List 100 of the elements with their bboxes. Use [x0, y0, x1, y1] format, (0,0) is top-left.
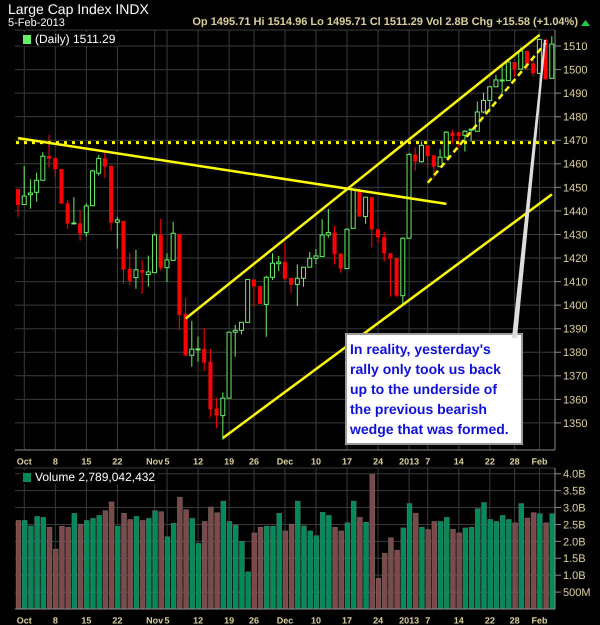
y-tick-label: 1400 [563, 300, 588, 312]
x-tick-label: Nov [146, 615, 164, 625]
candlestick [363, 196, 368, 224]
x-tick-label: 12 [193, 456, 204, 466]
candlestick [462, 130, 468, 152]
candlestick [258, 286, 262, 304]
candlestick [53, 157, 58, 178]
x-tick-label: Nov [146, 456, 164, 466]
legend-label: (Daily) 1511.29 [35, 32, 116, 46]
candlestick [71, 196, 76, 224]
candlestick [512, 62, 517, 78]
y-tick-label: 1.0B [563, 570, 586, 582]
candlestick [214, 397, 219, 429]
candlestick [388, 252, 392, 298]
x-tick-label: Feb [531, 615, 548, 625]
candlestick [47, 134, 52, 168]
y-tick-label: 1430 [563, 229, 588, 242]
x-tick-label: 14 [454, 615, 464, 625]
candlestick [16, 188, 20, 218]
x-tick-label: 2013 [399, 456, 420, 466]
legend-label: Volume 2,789,042,432 [35, 470, 156, 484]
y-tick-label: 1460 [563, 158, 588, 171]
x-tick-label: 22 [484, 456, 495, 466]
y-tick-label: 1370 [563, 370, 588, 383]
chart-subtitle: 5-Feb-2013 [8, 17, 65, 29]
y-tick-label: 2.5B [563, 519, 586, 532]
candlestick [66, 200, 70, 230]
x-tick-label: 5 [164, 615, 170, 625]
candlestick [78, 209, 82, 242]
candlestick [531, 59, 536, 78]
x-tick-label: Oct [16, 615, 32, 625]
y-tick-label: 2.0B [563, 536, 586, 548]
x-tick-label: 8 [52, 615, 58, 625]
x-tick-label: 26 [248, 456, 259, 466]
candlestick [456, 132, 461, 148]
candlestick [450, 130, 454, 144]
y-tick-label: 4.0B [563, 468, 586, 481]
x-tick-label: 17 [342, 615, 352, 625]
candlestick [140, 259, 144, 294]
y-tick-label: 1440 [563, 206, 588, 218]
x-tick-label: Dec [276, 456, 294, 466]
candlestick [102, 150, 107, 178]
x-tick-label: 5 [164, 456, 170, 466]
x-tick-label: 17 [342, 456, 352, 466]
x-tick-label: 10 [311, 456, 322, 466]
y-tick-label: 1410 [563, 276, 588, 288]
x-tick-label: 15 [81, 456, 92, 466]
text: Op 1495.71 Hi 1514.96 Lo 1495.71 Cl 1511.29 Vol 2.8B Chg +15.58 (+1.04%) [192, 16, 578, 28]
candlestick [432, 154, 436, 179]
x-tick-label: 22 [112, 615, 122, 625]
y-tick-label: 1360 [563, 394, 588, 406]
candlestick [338, 253, 343, 274]
x-tick-label: 28 [510, 456, 520, 466]
candlestick [518, 46, 524, 70]
candlestick [202, 327, 206, 372]
x-tick-label: Dec [276, 615, 294, 625]
candlestick [418, 140, 424, 164]
x-tick-label: Feb [531, 456, 548, 466]
x-tick-label: 22 [484, 615, 495, 625]
candlestick [426, 144, 430, 168]
x-tick-label: 14 [454, 456, 464, 466]
y-tick-label: 3.0B [563, 502, 586, 514]
chart-title: Large Cap Index INDX [8, 1, 149, 17]
y-tick-label: 1420 [563, 252, 588, 265]
x-tick-label: 19 [224, 456, 234, 466]
candlestick [252, 278, 256, 308]
y-tick-label: 1480 [563, 112, 588, 124]
x-tick-label: 8 [52, 456, 58, 466]
candlestick [413, 146, 418, 172]
y-tick-label: 1500 [563, 64, 588, 76]
candlestick [22, 165, 27, 206]
x-tick-label: 2013 [399, 615, 420, 625]
candlestick [332, 225, 337, 265]
candlestick [133, 250, 138, 290]
y-tick-label: 500M [563, 587, 591, 599]
y-tick-label: 1350 [563, 418, 588, 430]
candlestick [128, 252, 132, 286]
x-tick-label: 26 [248, 615, 259, 625]
x-tick-label: 19 [224, 615, 234, 625]
x-tick-label: 24 [373, 456, 384, 466]
x-tick-label: 7 [425, 456, 430, 466]
y-tick-label: 1510 [563, 40, 588, 53]
candlestick [376, 228, 380, 244]
y-tick-label: 1380 [563, 347, 588, 360]
x-tick-label: Oct [16, 456, 32, 466]
y-tick-label: 1490 [563, 88, 588, 100]
x-tick-label: 10 [311, 615, 322, 625]
x-tick-label: 7 [425, 615, 430, 625]
candlestick [382, 231, 386, 262]
x-tick-label: 28 [510, 615, 520, 625]
candlestick [289, 278, 294, 294]
y-tick-label: 1450 [563, 182, 588, 194]
candlestick [282, 242, 287, 282]
x-tick-label: 22 [112, 456, 122, 466]
y-tick-label: 1470 [563, 135, 588, 148]
y-tick-label: 1.5B [563, 553, 586, 566]
y-tick-label: 1390 [563, 324, 588, 336]
annotation: In reality, yesterday's rally only took us back up to the underside of the previous bearish wedge that was formed. [345, 333, 523, 445]
candlestick [114, 216, 120, 250]
x-tick-label: 12 [193, 615, 204, 625]
